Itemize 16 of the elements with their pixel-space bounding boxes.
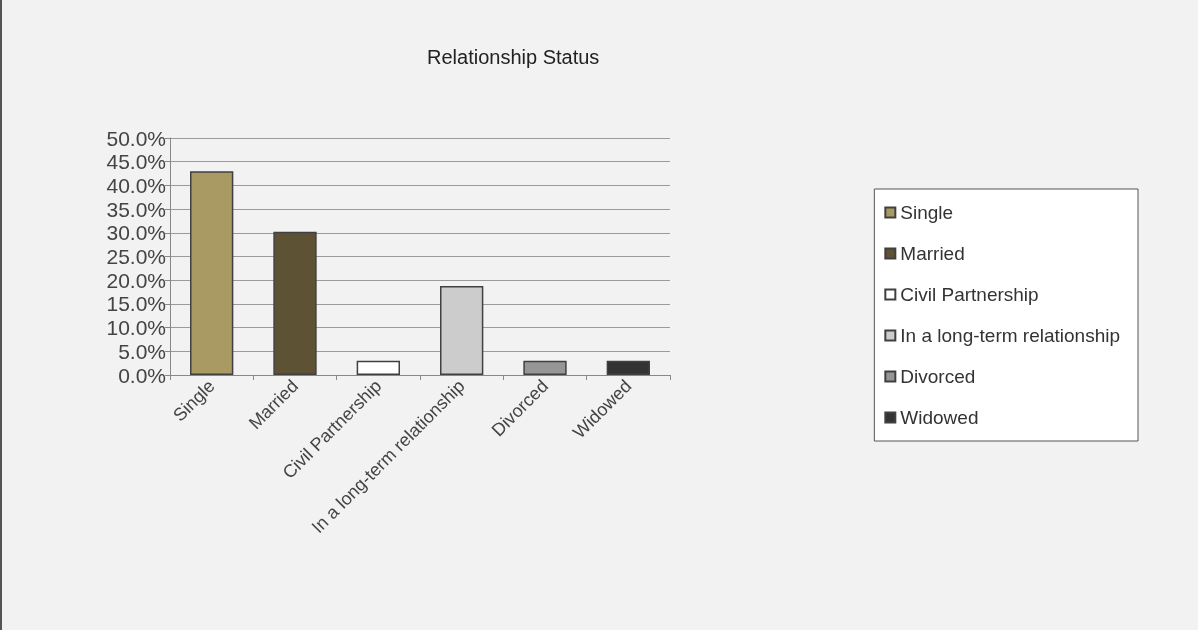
y-tick-label: 40.0%: [106, 173, 166, 197]
y-tick-label: 30.0%: [106, 221, 166, 245]
y-tick-label: 20.0%: [106, 268, 166, 292]
y-tick-label: 35.0%: [106, 197, 166, 221]
y-tick-label: 45.0%: [106, 150, 166, 174]
y-tick-label: 5.0%: [118, 339, 166, 363]
y-tick-label: 0.0%: [118, 363, 166, 387]
legend-label: In a long-term relationship: [900, 325, 1120, 346]
y-tick-label: 25.0%: [106, 245, 166, 268]
legend-label: Single: [900, 202, 954, 223]
y-tick-label: 15.0%: [106, 292, 166, 316]
legend-label: Civil Partnership: [900, 284, 1039, 305]
y-tick-label: 50.0%: [106, 126, 166, 150]
y-tick-label: 10.0%: [106, 316, 166, 340]
chart-title: Relationship Status: [427, 46, 600, 68]
legend-label: Married: [900, 243, 965, 264]
